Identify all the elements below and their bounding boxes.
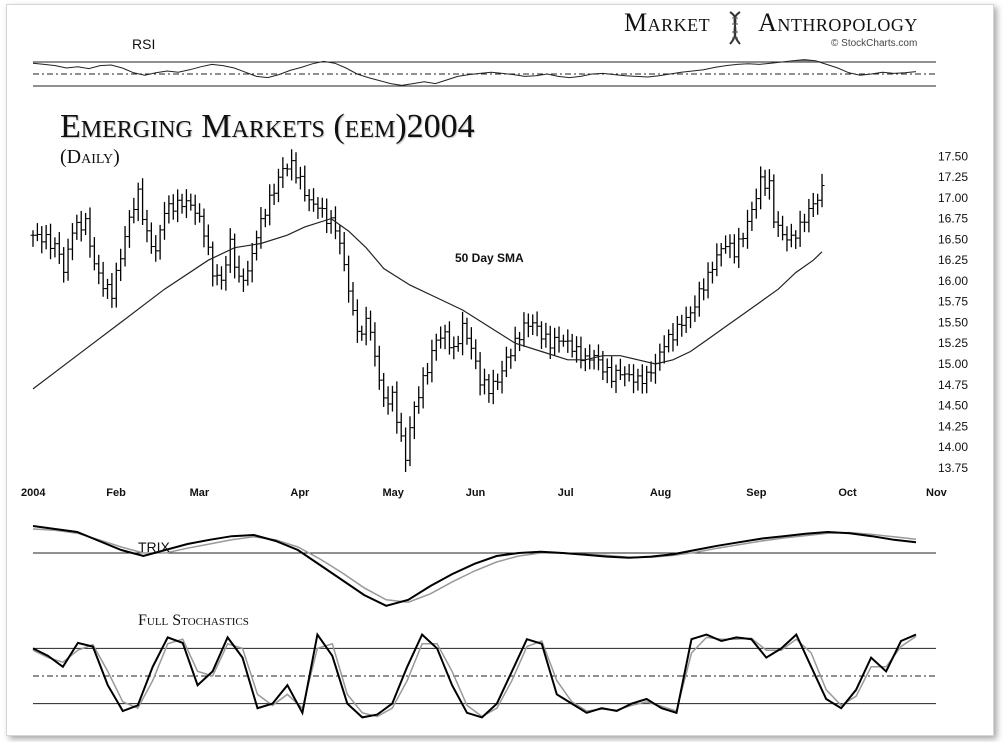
x-tick-label: Feb xyxy=(106,487,126,499)
stoch-k-line xyxy=(32,632,917,719)
y-tick-label: 14.00 xyxy=(938,440,968,454)
stochastics-panel xyxy=(32,632,936,719)
helix-strand-b xyxy=(729,11,741,45)
rsi-label: RSI xyxy=(132,36,156,52)
stoch-d-line xyxy=(32,635,917,718)
dna-helix-icon xyxy=(729,11,741,45)
price-panel: 17.50 17.25 17.00 16.75 16.50 16.25 16.00 15.75… xyxy=(21,149,968,499)
chart-subtitle: (Daily) xyxy=(60,146,120,168)
brand-word-anthropology: Anthropology xyxy=(758,8,918,37)
x-tick-label: Jul xyxy=(558,487,574,499)
brand-word-market: Market xyxy=(624,8,711,37)
y-tick-label: 14.75 xyxy=(938,378,968,392)
rsi-line xyxy=(32,59,917,86)
y-tick-label: 15.25 xyxy=(938,336,968,350)
y-tick-label: 14.25 xyxy=(938,419,968,433)
y-tick-label: 15.00 xyxy=(938,357,968,371)
x-tick-label: Mar xyxy=(190,487,210,499)
y-tick-label: 17.00 xyxy=(938,191,968,205)
trix-panel xyxy=(32,525,936,607)
y-tick-label: 16.50 xyxy=(938,232,968,246)
rsi-panel xyxy=(32,59,936,87)
x-tick-label: 2004 xyxy=(21,487,46,499)
x-tick-label: Oct xyxy=(838,487,857,499)
x-tick-label: Aug xyxy=(650,487,671,499)
x-tick-label: Nov xyxy=(926,487,948,499)
chart-credit: © StockCharts.com xyxy=(831,38,918,49)
y-tick-label: 13.75 xyxy=(938,461,968,475)
trix-signal-line xyxy=(32,528,917,603)
y-tick-label: 15.50 xyxy=(938,315,968,329)
x-tick-label: Apr xyxy=(290,487,310,499)
y-tick-label: 15.75 xyxy=(938,295,968,309)
y-tick-label: 16.75 xyxy=(938,212,968,226)
trix-label: TRIX xyxy=(138,539,170,555)
sma-label: 50 Day SMA xyxy=(455,251,524,265)
x-tick-label: Jun xyxy=(466,487,486,499)
trix-main-line xyxy=(32,525,917,607)
stochastics-label: Full Stochastics xyxy=(138,612,249,629)
chart-frame xyxy=(6,4,994,736)
sma-line xyxy=(32,217,823,390)
brand-logo: Market Anthropology xyxy=(624,8,918,38)
x-tick-label: May xyxy=(382,487,404,499)
chart-title: Emerging Markets (eem)2004 xyxy=(60,108,475,145)
y-tick-label: 16.25 xyxy=(938,253,968,267)
y-tick-label: 17.25 xyxy=(938,170,968,184)
y-tick-label: 17.50 xyxy=(938,149,968,163)
y-tick-label: 16.00 xyxy=(938,274,968,288)
x-tick-label: Sep xyxy=(746,487,766,499)
y-tick-label: 14.50 xyxy=(938,399,968,413)
